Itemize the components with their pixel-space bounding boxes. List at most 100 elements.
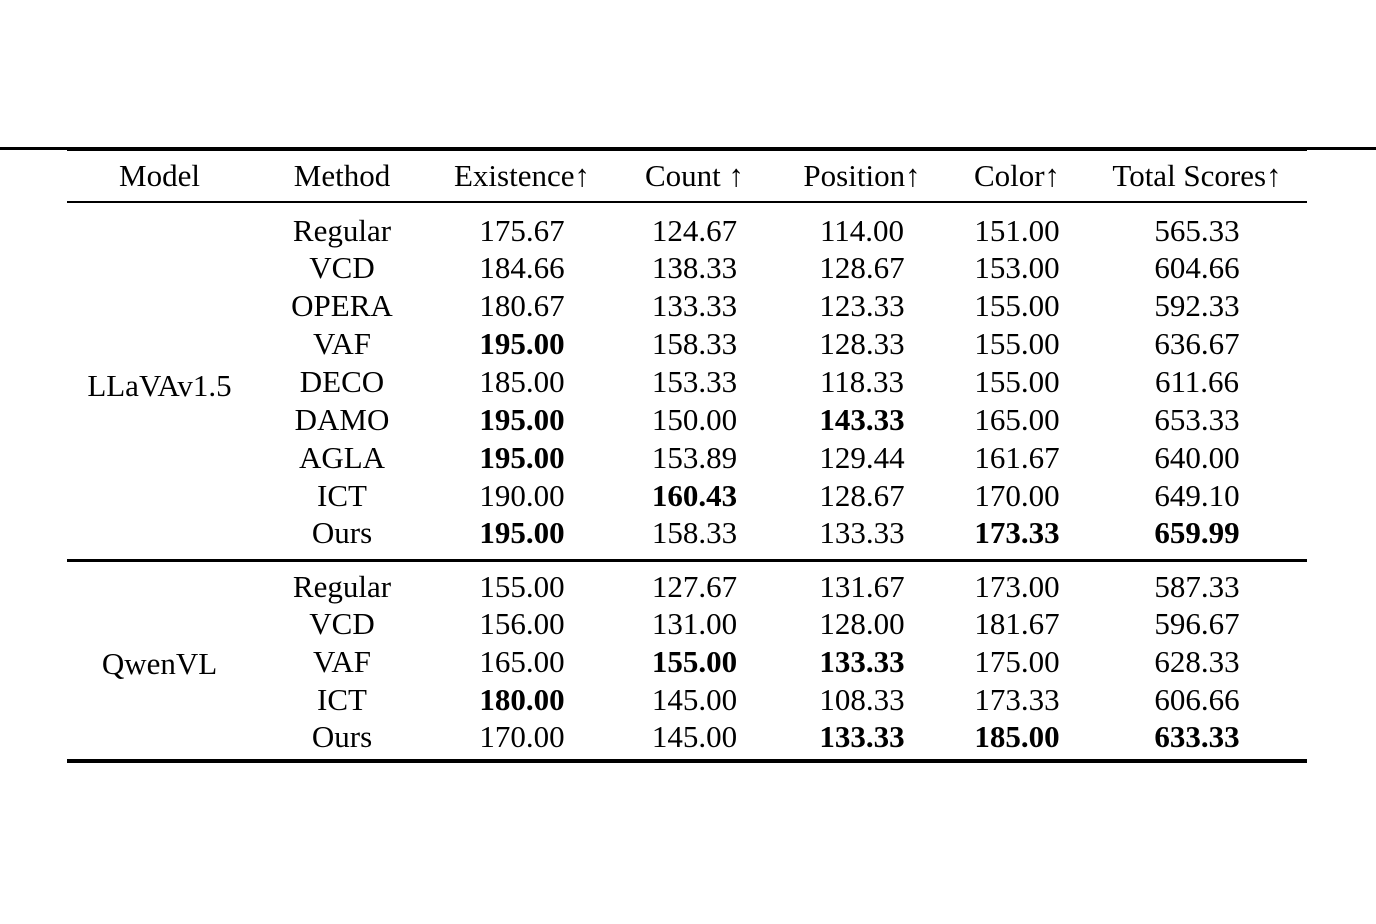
score-cell: 611.66	[1154, 364, 1240, 399]
score-cell: 153.89	[651, 440, 738, 475]
score-cell: 173.33	[974, 515, 1060, 550]
score-cell: 195.00	[479, 440, 565, 475]
method-cell: VCD	[309, 606, 375, 641]
score-cell: 128.33	[819, 326, 905, 361]
score-cell: 180.00	[479, 682, 565, 717]
score-cell: 108.33	[819, 682, 905, 717]
score-cell: 185.00	[479, 364, 565, 399]
model-cell: LLaVAv1.5	[87, 368, 232, 403]
table-row: LLaVAv1.5 Regular 175.67 124.67 114.00 151.00…	[67, 202, 1307, 403]
score-cell: 138.33	[651, 250, 738, 285]
results-table: Model Method Existence↑ Count ↑ Position…	[67, 147, 1307, 763]
header-model: Model	[67, 149, 252, 203]
method-cell: VCD	[309, 250, 375, 285]
score-cell: 195.00	[479, 326, 565, 361]
method-cell: VAF	[312, 326, 372, 361]
method-cell: Regular	[292, 213, 392, 248]
model-group-llava: LLaVAv1.5 Regular 175.67 124.67 114.00 151.00…	[67, 202, 1307, 561]
score-cell: 659.99	[1154, 515, 1240, 550]
table-header: Model Method Existence↑ Count ↑ Position…	[67, 149, 1307, 203]
method-cell: ICT	[317, 478, 367, 513]
score-cell: 128.67	[819, 250, 905, 285]
method-cell: OPERA	[291, 288, 393, 323]
score-cell: 604.66	[1154, 250, 1240, 285]
score-cell: 195.00	[479, 515, 565, 550]
score-cell: 180.67	[479, 288, 565, 323]
header-row: Model Method Existence↑ Count ↑ Position…	[67, 149, 1307, 203]
score-cell: 640.00	[1154, 440, 1240, 475]
table-row: Ours 195.00 158.33 133.33 173.33 659.99	[67, 515, 1307, 561]
table-row: QwenVL Regular 155.00 127.67 131.67 173.00 587…	[67, 561, 1307, 681]
score-cell: 145.00	[651, 719, 738, 754]
score-cell: 128.67	[819, 478, 905, 513]
table-row: VAF 195.00 158.33 128.33 155.00 636.67	[67, 325, 1307, 363]
score-cell: 587.33	[1154, 569, 1240, 604]
score-cell: 155.00	[974, 288, 1060, 323]
method-cell: Regular	[292, 569, 392, 604]
score-cell: 153.33	[651, 364, 738, 399]
table-row: VCD 184.66 138.33 128.67 153.00 604.66	[67, 249, 1307, 287]
score-cell: 606.66	[1154, 682, 1240, 717]
score-cell: 143.33	[819, 402, 905, 437]
score-cell: 133.33	[819, 719, 905, 754]
score-cell: 165.00	[479, 644, 565, 679]
method-cell: DAMO	[294, 402, 390, 437]
score-cell: 156.00	[479, 606, 565, 641]
score-cell: 170.00	[974, 478, 1060, 513]
method-cell: ICT	[317, 682, 367, 717]
score-cell: 118.33	[819, 364, 905, 399]
score-cell: 592.33	[1154, 288, 1240, 323]
method-cell: Ours	[311, 719, 373, 754]
method-cell: DECO	[299, 364, 385, 399]
score-cell: 628.33	[1154, 644, 1240, 679]
score-cell: 128.00	[819, 606, 905, 641]
score-cell: 145.00	[651, 682, 738, 717]
model-group-qwenvl: QwenVL Regular 155.00 127.67 131.67 173.00 587…	[67, 561, 1307, 762]
table-row: Ours 170.00 145.00 133.33 185.00 633.33	[67, 719, 1307, 761]
score-cell: 161.67	[974, 440, 1060, 475]
header-count: Count ↑	[612, 149, 777, 203]
score-cell: 633.33	[1154, 719, 1240, 754]
table-row: VCD 156.00 131.00 128.00 181.67 596.67	[67, 605, 1307, 643]
method-cell: Ours	[311, 515, 373, 550]
table-row: DECO 185.00 153.33 118.33 155.00 611.66	[67, 363, 1307, 401]
method-cell: AGLA	[298, 440, 386, 475]
score-cell: 155.00	[479, 569, 565, 604]
score-cell: 195.00	[479, 402, 565, 437]
score-cell: 158.33	[651, 515, 738, 550]
score-cell: 173.33	[974, 682, 1060, 717]
score-cell: 565.33	[1154, 213, 1240, 248]
score-cell: 636.67	[1154, 326, 1240, 361]
score-cell: 151.00	[974, 213, 1060, 248]
table-row: ICT 180.00 145.00 108.33 173.33 606.66	[67, 681, 1307, 719]
header-method: Method	[252, 149, 432, 203]
table-row: ICT 190.00 160.43 128.67 170.00 649.10	[67, 477, 1307, 515]
score-cell: 653.33	[1154, 402, 1240, 437]
method-cell: VAF	[312, 644, 372, 679]
table-row: DAMO 195.00 150.00 143.33 165.00 653.33	[67, 401, 1307, 439]
score-cell: 596.67	[1154, 606, 1240, 641]
score-cell: 133.33	[651, 288, 738, 323]
header-total-scores: Total Scores↑	[1087, 149, 1307, 203]
header-color: Color↑	[947, 149, 1087, 203]
score-cell: 131.67	[819, 569, 905, 604]
score-cell: 124.67	[651, 213, 738, 248]
score-cell: 133.33	[819, 515, 905, 550]
score-cell: 175.67	[479, 213, 565, 248]
score-cell: 150.00	[651, 402, 738, 437]
score-cell: 649.10	[1154, 478, 1240, 513]
score-cell: 184.66	[479, 250, 565, 285]
score-cell: 131.00	[651, 606, 738, 641]
table-row: VAF 165.00 155.00 133.33 175.00 628.33	[67, 643, 1307, 681]
score-cell: 175.00	[974, 644, 1060, 679]
score-cell: 165.00	[974, 402, 1060, 437]
table-row: AGLA 195.00 153.89 129.44 161.67 640.00	[67, 439, 1307, 477]
model-cell: QwenVL	[101, 646, 218, 681]
score-cell: 173.00	[974, 569, 1060, 604]
score-cell: 170.00	[479, 719, 565, 754]
score-cell: 123.33	[819, 288, 905, 323]
score-cell: 155.00	[974, 364, 1060, 399]
score-cell: 153.00	[974, 250, 1060, 285]
score-cell: 181.67	[974, 606, 1060, 641]
score-cell: 160.43	[651, 478, 738, 513]
